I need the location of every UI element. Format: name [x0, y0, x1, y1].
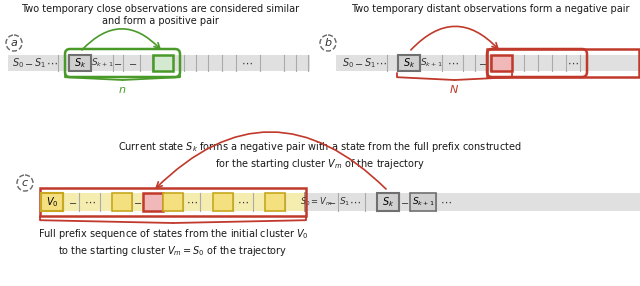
- FancyBboxPatch shape: [163, 193, 183, 211]
- Text: $V_0$: $V_0$: [45, 195, 58, 209]
- FancyBboxPatch shape: [410, 193, 436, 211]
- Text: $\cdots$: $\cdots$: [84, 197, 96, 207]
- Text: $S_1$: $S_1$: [339, 196, 351, 208]
- FancyBboxPatch shape: [112, 193, 132, 211]
- Text: $S_k$: $S_k$: [74, 56, 86, 70]
- Text: $\cdots$: $\cdots$: [46, 58, 58, 68]
- Text: $\cdots$: $\cdots$: [186, 197, 198, 207]
- FancyBboxPatch shape: [398, 55, 420, 71]
- Text: $S_0$: $S_0$: [12, 56, 24, 70]
- FancyBboxPatch shape: [265, 193, 285, 211]
- Text: Current state $S_k$ forms a negative pair with a state from the full prefix cons: Current state $S_k$ forms a negative pai…: [118, 140, 522, 171]
- Text: $-$: $-$: [24, 58, 33, 68]
- Bar: [336, 55, 640, 71]
- Text: $-$: $-$: [355, 58, 364, 68]
- Text: $S_{k+1}$: $S_{k+1}$: [420, 57, 442, 69]
- Text: $-$: $-$: [401, 197, 410, 207]
- Text: $-$: $-$: [129, 58, 138, 68]
- Text: $-$: $-$: [133, 197, 143, 207]
- FancyBboxPatch shape: [153, 55, 173, 71]
- Text: $S_1$: $S_1$: [34, 56, 46, 70]
- Bar: [8, 55, 310, 71]
- Text: $-$: $-$: [479, 58, 488, 68]
- Text: $\cdots$: $\cdots$: [567, 58, 579, 68]
- FancyBboxPatch shape: [143, 193, 163, 211]
- Bar: [305, 193, 640, 211]
- FancyBboxPatch shape: [491, 55, 512, 71]
- Text: $\cdots$: $\cdots$: [447, 58, 459, 68]
- Text: $S_{k+1}$: $S_{k+1}$: [412, 196, 435, 208]
- FancyBboxPatch shape: [377, 193, 399, 211]
- FancyBboxPatch shape: [69, 55, 91, 71]
- Text: $\cdots$: $\cdots$: [440, 197, 452, 207]
- Circle shape: [6, 35, 22, 51]
- Text: $-$: $-$: [113, 58, 123, 68]
- Text: $-$: $-$: [328, 197, 337, 207]
- Text: $\cdots$: $\cdots$: [375, 58, 387, 68]
- Circle shape: [320, 35, 336, 51]
- Text: $S_1$: $S_1$: [364, 56, 376, 70]
- Text: $\cdots$: $\cdots$: [349, 197, 361, 207]
- Text: Two temporary distant observations form a negative pair: Two temporary distant observations form …: [351, 4, 629, 14]
- Text: b: b: [324, 38, 332, 48]
- Text: $-$: $-$: [68, 197, 77, 207]
- Text: Two temporary close observations are considered similar
and form a positive pair: Two temporary close observations are con…: [21, 4, 299, 26]
- Text: n: n: [118, 85, 125, 95]
- Text: a: a: [11, 38, 17, 48]
- Text: $\cdots$: $\cdots$: [237, 197, 249, 207]
- Text: c: c: [22, 178, 28, 188]
- Text: $S_0$: $S_0$: [342, 56, 354, 70]
- Text: $S_0{=}V_m$: $S_0{=}V_m$: [300, 196, 332, 208]
- FancyBboxPatch shape: [41, 193, 63, 211]
- Text: $S_k$: $S_k$: [382, 195, 394, 209]
- Text: $S_k$: $S_k$: [403, 56, 415, 70]
- Text: Full prefix sequence of states from the initial cluster $V_0$
to the starting cl: Full prefix sequence of states from the …: [38, 227, 308, 258]
- Text: $\cdots$: $\cdots$: [241, 58, 253, 68]
- Bar: [40, 193, 305, 211]
- FancyBboxPatch shape: [213, 193, 233, 211]
- Circle shape: [17, 175, 33, 191]
- Text: N: N: [450, 85, 458, 95]
- Text: $S_{k+1}$: $S_{k+1}$: [91, 57, 113, 69]
